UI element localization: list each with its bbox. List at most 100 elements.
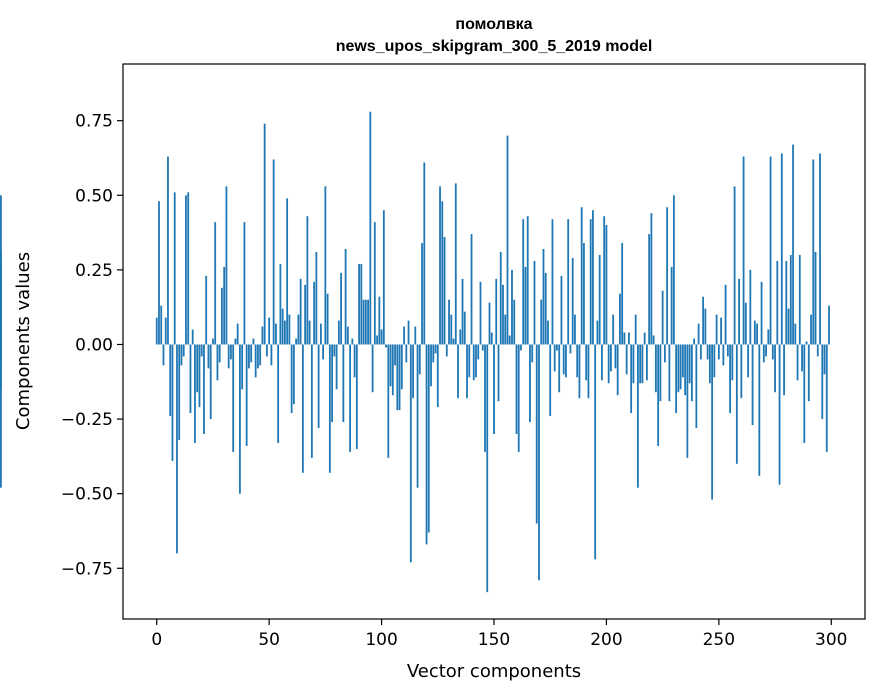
bar-275 [774,344,776,393]
bar-100 [380,329,383,345]
bar-187 [576,344,579,378]
bar-207 [621,243,624,345]
bar-41 [248,344,250,369]
bar-109 [400,344,403,390]
x-tick-label: 0 [151,630,162,650]
bar-117 [418,344,421,375]
bar-170 [538,344,540,581]
bar-230 [672,195,675,345]
bar-231 [675,344,678,414]
bar-111 [405,344,408,363]
bar-7 [171,344,174,461]
bar-24 [209,344,212,420]
bar-192 [587,344,590,399]
bar-150 [493,344,495,434]
bar-214 [637,344,639,488]
bar-26 [214,222,217,345]
bar-48 [263,123,266,345]
bar-236 [686,344,689,458]
bar-16 [191,329,194,345]
bar-194 [592,210,594,345]
bar-75 [324,186,327,345]
bar-245 [706,344,709,360]
bar-113 [409,344,412,563]
bar-167 [531,344,534,363]
bar-81 [337,320,340,345]
bar-247 [711,344,713,500]
bar-257 [733,186,736,345]
bar-17 [194,344,196,443]
bar-180 [560,275,563,345]
bar-218 [646,344,648,381]
bar-146 [484,344,486,452]
bar-226 [663,344,666,363]
bar-234 [681,344,684,378]
bar-11 [180,344,183,366]
bar-84 [344,249,347,345]
bar-205 [616,344,619,396]
bar-215 [639,344,642,384]
bar-105 [391,344,394,396]
bar-144 [479,281,482,345]
y-tick-label: 0.75 [75,112,113,132]
bar-28 [218,344,221,363]
bar-254 [726,344,729,357]
bar-62 [295,338,298,345]
bar-281 [787,308,790,345]
bar-122 [430,344,432,387]
bar-3 [162,344,165,366]
bar-289 [805,341,808,345]
bar-85 [346,326,349,345]
bar-151 [495,278,498,345]
x-tick-label: 100 [365,630,397,650]
bar-216 [641,344,644,384]
bar-228 [668,344,671,402]
bar-57 [283,320,286,345]
bar-76 [326,293,329,345]
bar-296 [821,344,824,420]
bar-32 [227,344,230,369]
bar-153 [499,251,502,345]
bar-161 [517,344,520,452]
bar-23 [207,344,210,369]
bar-190 [583,243,585,345]
bar-280 [785,260,788,345]
bar-174 [547,320,549,345]
bar-98 [376,335,378,345]
bar-106 [394,344,396,366]
bar-90 [358,263,360,345]
bar-55 [279,263,282,345]
bar-22 [205,275,208,345]
bar-291 [810,314,812,345]
bar-157 [508,335,511,345]
bar-217 [643,332,646,345]
bar-undefined [0,251,2,345]
bar-44 [254,344,257,378]
bar-297 [823,344,826,375]
bar-264 [749,269,752,345]
bar-1 [158,201,160,345]
bar-232 [677,344,680,393]
bar-290 [807,344,810,402]
y-tick-label: −0.75 [61,559,113,579]
bar-165 [526,216,529,345]
bar-123 [432,344,435,363]
bar-279 [783,344,785,396]
bar-183 [567,219,570,345]
bar-274 [771,344,774,360]
bar-208 [623,332,626,345]
bar-260 [740,344,743,399]
bar-69 [310,344,313,458]
bar-249 [715,314,718,345]
bar-46 [259,344,262,366]
x-tick-label: 150 [478,630,510,650]
bar-202 [610,344,612,372]
bar-285 [796,344,799,381]
bar-21 [203,344,205,434]
bar-261 [742,156,745,345]
bar-185 [571,257,574,345]
bar-89 [355,344,358,449]
chart-title-line1: помолвка [455,16,532,33]
bar-138 [466,344,468,399]
